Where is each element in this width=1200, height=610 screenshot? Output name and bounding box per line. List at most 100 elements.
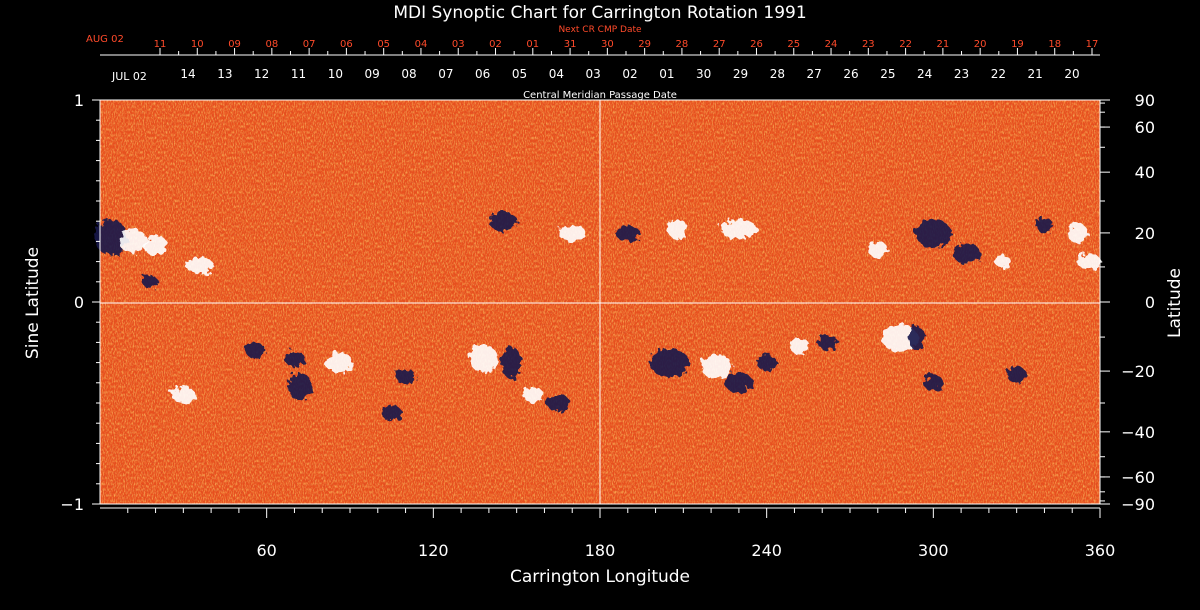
cmp-date-label: 05: [512, 67, 527, 81]
negative-region: [245, 342, 266, 359]
positive-region: [867, 241, 888, 258]
negative-region: [501, 346, 522, 379]
next-cr-date-label: 03: [452, 39, 465, 50]
y-right-tick-label: −60: [1121, 468, 1155, 487]
y-left-tick-label: 0: [74, 293, 84, 312]
negative-region: [908, 326, 925, 351]
negative-region: [915, 219, 952, 248]
negative-region: [615, 225, 640, 242]
positive-region: [119, 229, 148, 254]
cmp-date-label: 04: [549, 67, 564, 81]
next-cr-date-label: 20: [974, 39, 987, 50]
x-axis: 60 120 180 240 300 360: [100, 507, 1116, 560]
positive-region: [523, 386, 544, 403]
next-cr-date-label: 10: [191, 39, 204, 50]
next-cr-date-label: 05: [377, 39, 390, 50]
cmp-date-label: 11: [291, 67, 306, 81]
next-cr-date-label: 26: [750, 39, 763, 50]
x-tick-label: 60: [256, 541, 276, 560]
cmp-date-label: 08: [401, 67, 416, 81]
negative-region: [1006, 366, 1027, 383]
next-cr-date-label: 19: [1011, 39, 1024, 50]
next-cr-axis: 11 10 09 08 07 06 05 04 03 02 01 31 30 29 28 27 26 25 24 23…: [154, 39, 1099, 55]
y-right-tick-label: −20: [1121, 362, 1155, 381]
positive-region: [667, 219, 688, 240]
y-right-tick-label: −90: [1121, 495, 1155, 514]
cmp-date-label: 14: [180, 67, 195, 81]
cmp-date-label: 23: [954, 67, 969, 81]
next-cr-date-label: 28: [676, 39, 689, 50]
cmp-axis-start-label: JUL 02: [111, 70, 147, 83]
positive-region: [1067, 223, 1088, 244]
next-cr-start-label: AUG 02: [86, 34, 124, 45]
x-tick-label: 180: [585, 541, 616, 560]
next-cr-date-label: 25: [787, 39, 800, 50]
y-axis-left-label: Sine Latitude: [23, 247, 43, 359]
cmp-axis: 14 13 12 11 10 09 08 07 06 05 04 03 02 01 30 29 28 27 26 25…: [180, 67, 1079, 81]
cmp-date-label: 21: [1028, 67, 1043, 81]
cmp-date-label: 24: [917, 67, 932, 81]
negative-region: [95, 219, 128, 256]
positive-region: [186, 257, 214, 274]
cmp-date-label: 30: [696, 67, 711, 81]
plot-area: [95, 99, 1101, 505]
y-axis-right-label: Latitude: [1165, 268, 1185, 338]
next-cr-date-label: 02: [489, 39, 502, 50]
next-cr-date-label: 23: [862, 39, 875, 50]
cmp-date-label: 13: [217, 67, 232, 81]
positive-region: [143, 235, 168, 256]
x-tick-label: 360: [1085, 541, 1116, 560]
y-right-tick-label: 60: [1135, 118, 1155, 137]
negative-region: [1036, 217, 1053, 234]
x-tick-label: 120: [418, 541, 449, 560]
cmp-date-label: 01: [659, 67, 674, 81]
positive-region: [469, 344, 498, 373]
next-cr-date-label: 27: [713, 39, 726, 50]
magnetic-regions: [95, 211, 1101, 422]
negative-region: [284, 350, 305, 367]
cmp-date-label: 22: [991, 67, 1006, 81]
y-right-tick-label: 90: [1135, 91, 1155, 110]
next-cr-date-label: 07: [303, 39, 316, 50]
positive-region: [324, 352, 353, 373]
positive-region: [558, 225, 587, 242]
negative-region: [923, 374, 944, 391]
y-right-tick-label: 40: [1135, 163, 1155, 182]
cmp-date-label: 09: [365, 67, 380, 81]
next-cr-date-label: 08: [265, 39, 278, 50]
next-cr-date-label: 09: [228, 39, 241, 50]
next-cr-date-label: 18: [1048, 39, 1061, 50]
cmp-date-label: 10: [328, 67, 343, 81]
next-cr-date-label: 22: [899, 39, 912, 50]
next-cr-date-label: 31: [564, 39, 577, 50]
positive-region: [994, 255, 1011, 268]
next-cr-date-label: 06: [340, 39, 353, 50]
cmp-axis-title: Central Meridian Passage Date: [523, 90, 677, 101]
next-cr-date-label: 11: [154, 39, 167, 50]
next-cr-axis-title: Next CR CMP Date: [558, 25, 642, 35]
cmp-date-label: 28: [770, 67, 785, 81]
positive-region: [882, 324, 918, 353]
negative-region: [546, 395, 571, 411]
x-axis-label: Carrington Longitude: [510, 567, 690, 587]
cmp-date-label: 27: [807, 67, 822, 81]
cmp-date-label: 12: [254, 67, 269, 81]
y-axis-left: 1 0 −1: [60, 91, 100, 514]
next-cr-date-label: 21: [937, 39, 950, 50]
y-left-tick-label: 1: [74, 91, 84, 110]
cmp-date-label: 02: [622, 67, 637, 81]
cmp-date-label: 20: [1064, 67, 1079, 81]
y-right-tick-label: 0: [1145, 293, 1155, 312]
negative-region: [488, 211, 517, 232]
cmp-date-label: 29: [733, 67, 748, 81]
cmp-date-label: 07: [438, 67, 453, 81]
negative-region: [142, 275, 158, 288]
next-cr-date-label: 17: [1086, 39, 1099, 50]
x-tick-label: 240: [751, 541, 782, 560]
next-cr-date-label: 29: [638, 39, 651, 50]
negative-region: [395, 368, 416, 385]
negative-region: [381, 405, 402, 422]
positive-region: [171, 386, 196, 403]
cmp-date-label: 06: [475, 67, 490, 81]
